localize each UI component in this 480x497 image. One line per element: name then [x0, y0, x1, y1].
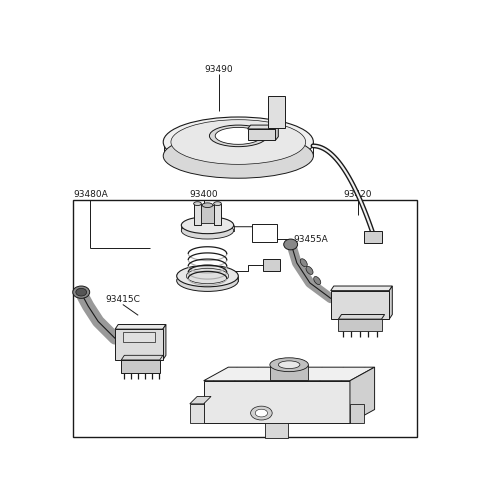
Polygon shape [115, 329, 163, 360]
Ellipse shape [163, 134, 313, 178]
Ellipse shape [284, 239, 298, 250]
Text: 93420: 93420 [343, 190, 372, 199]
Ellipse shape [163, 117, 313, 167]
Polygon shape [338, 315, 384, 319]
Ellipse shape [214, 202, 221, 206]
Text: 93400: 93400 [189, 190, 218, 199]
Polygon shape [331, 286, 392, 291]
Polygon shape [252, 224, 277, 242]
Polygon shape [190, 397, 211, 404]
Polygon shape [204, 367, 374, 381]
Text: 93415C: 93415C [106, 295, 140, 304]
Polygon shape [389, 286, 392, 319]
Ellipse shape [202, 203, 213, 207]
Polygon shape [121, 355, 163, 360]
Ellipse shape [270, 358, 308, 372]
Polygon shape [338, 319, 382, 331]
Polygon shape [123, 332, 155, 342]
Polygon shape [193, 204, 201, 225]
Polygon shape [248, 129, 275, 141]
Ellipse shape [181, 222, 234, 239]
Polygon shape [214, 204, 221, 225]
Ellipse shape [73, 286, 90, 298]
Polygon shape [350, 367, 374, 423]
Polygon shape [204, 381, 350, 423]
Text: 93490: 93490 [205, 65, 233, 74]
Polygon shape [270, 365, 308, 380]
Polygon shape [267, 96, 285, 128]
Polygon shape [364, 231, 382, 243]
Ellipse shape [300, 259, 307, 267]
Polygon shape [331, 291, 389, 319]
Ellipse shape [209, 125, 267, 147]
Ellipse shape [177, 265, 238, 287]
Polygon shape [263, 259, 280, 271]
Ellipse shape [177, 270, 238, 291]
Text: 93455A: 93455A [294, 235, 328, 244]
Polygon shape [265, 423, 288, 438]
Ellipse shape [278, 361, 300, 369]
Ellipse shape [255, 409, 267, 417]
Polygon shape [201, 205, 214, 223]
Polygon shape [73, 200, 417, 437]
Ellipse shape [251, 406, 272, 420]
Ellipse shape [306, 266, 313, 274]
Polygon shape [163, 325, 166, 360]
Ellipse shape [76, 288, 86, 296]
Text: 93480A: 93480A [73, 190, 108, 199]
Polygon shape [275, 125, 278, 141]
Ellipse shape [171, 120, 306, 165]
Ellipse shape [186, 268, 228, 284]
Ellipse shape [215, 127, 262, 144]
Ellipse shape [314, 276, 321, 285]
Polygon shape [350, 404, 364, 423]
Ellipse shape [193, 202, 201, 206]
Ellipse shape [181, 217, 234, 234]
Polygon shape [248, 125, 278, 129]
Polygon shape [190, 404, 204, 423]
Polygon shape [121, 360, 160, 373]
Polygon shape [115, 325, 166, 329]
